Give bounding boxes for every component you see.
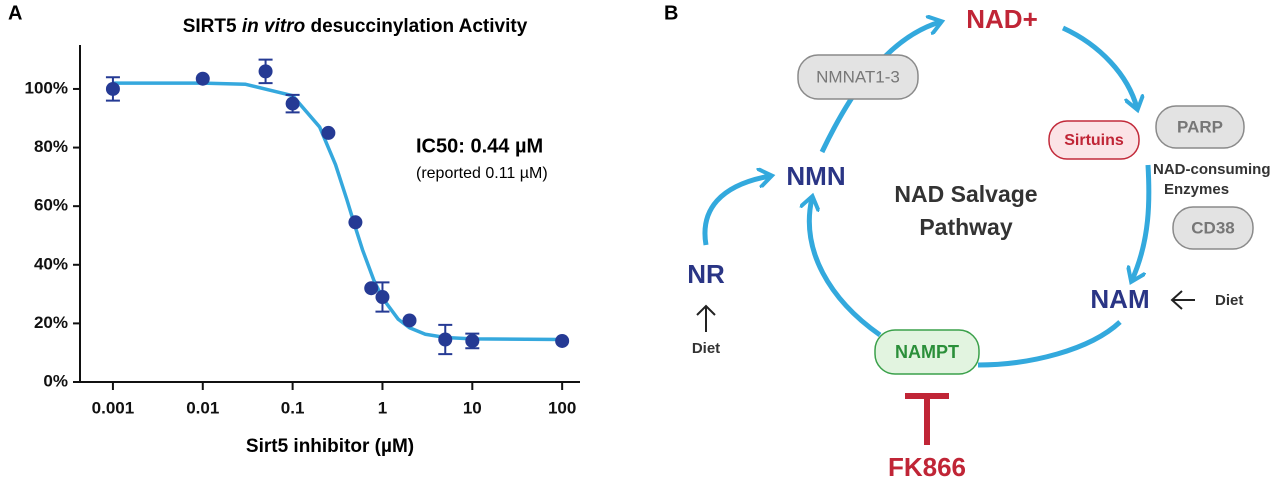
data-point — [465, 333, 480, 348]
node-label: Diet — [1215, 292, 1243, 309]
data-point — [555, 333, 570, 348]
node-box — [797, 54, 919, 100]
node-box — [1172, 206, 1254, 250]
x-tick-label: 0.1 — [281, 398, 305, 417]
arrow — [1132, 164, 1152, 280]
data-point — [195, 71, 210, 86]
arrow — [977, 320, 1122, 368]
node-label: PARP — [1177, 117, 1223, 136]
arrow — [702, 176, 770, 246]
x-tick-label: 0.001 — [92, 398, 135, 417]
arrow — [1061, 25, 1137, 108]
node-label: CD38 — [1191, 218, 1234, 237]
arrow — [809, 198, 882, 338]
node-label: Enzymes — [1164, 181, 1229, 198]
center-label: Pathway — [919, 214, 1013, 240]
node-label: NMN — [786, 161, 845, 191]
node-label: NMNAT1-3 — [816, 67, 900, 86]
data-point — [321, 125, 336, 140]
node-box — [1048, 120, 1140, 160]
panel-label: B — [664, 2, 678, 24]
annotation: (reported 0.11 µM) — [416, 165, 548, 182]
y-tick-label: 80% — [34, 137, 68, 156]
x-tick-label: 0.01 — [186, 398, 219, 417]
diagram: NAD+ NMNAT1-3 Sirtuins PARP NAD-consumin… — [687, 4, 1270, 482]
data-point — [402, 313, 417, 328]
x-tick-label: 1 — [378, 398, 387, 417]
title-part: desuccinylation Activity — [310, 16, 527, 37]
data-point — [258, 64, 273, 79]
node-label: NAMPT — [895, 342, 959, 362]
x-tick-label: 100 — [548, 398, 576, 417]
node-box — [874, 329, 980, 375]
data-point — [438, 332, 453, 347]
node-label: NR — [687, 259, 725, 289]
node-box — [1155, 105, 1245, 149]
data-point — [375, 290, 390, 305]
data-point — [364, 281, 379, 296]
title-part: SIRT5 — [183, 16, 237, 37]
y-tick-label: 0% — [43, 371, 68, 390]
arrow — [696, 304, 716, 332]
data-point — [348, 215, 363, 230]
x-axis-label: Sirt5 inhibitor (µM) — [246, 436, 414, 457]
y-tick-label: 20% — [34, 313, 68, 332]
y-tick-label: 60% — [34, 196, 68, 215]
y-tick-label: 40% — [34, 254, 68, 273]
node-label: NAD+ — [966, 4, 1038, 34]
arrow — [1170, 290, 1195, 310]
center-label: NAD Salvage — [894, 181, 1037, 207]
node-label: NAM — [1090, 284, 1149, 314]
node-label: Sirtuins — [1064, 132, 1124, 149]
node-label: Diet — [692, 340, 720, 357]
node-label: NAD-consuming — [1153, 161, 1271, 178]
data-point — [105, 81, 120, 96]
chart-title: SIRT5 in vitro desuccinylation Activity — [183, 16, 528, 37]
data-point — [285, 96, 300, 111]
node-label: FK866 — [888, 452, 966, 482]
x-tick-label: 10 — [463, 398, 482, 417]
y-tick-label: 100% — [25, 78, 68, 97]
inhibition — [905, 393, 949, 445]
plot-area: 0% 20% 40% 60% 80% 100% 0.001 0.01 0.1 1 10 100 — [25, 45, 580, 417]
title-part: in vitro — [242, 16, 305, 37]
panel-label: A — [8, 2, 22, 24]
annotation: IC50: 0.44 µM — [416, 135, 543, 157]
fit-curve — [112, 81, 563, 342]
